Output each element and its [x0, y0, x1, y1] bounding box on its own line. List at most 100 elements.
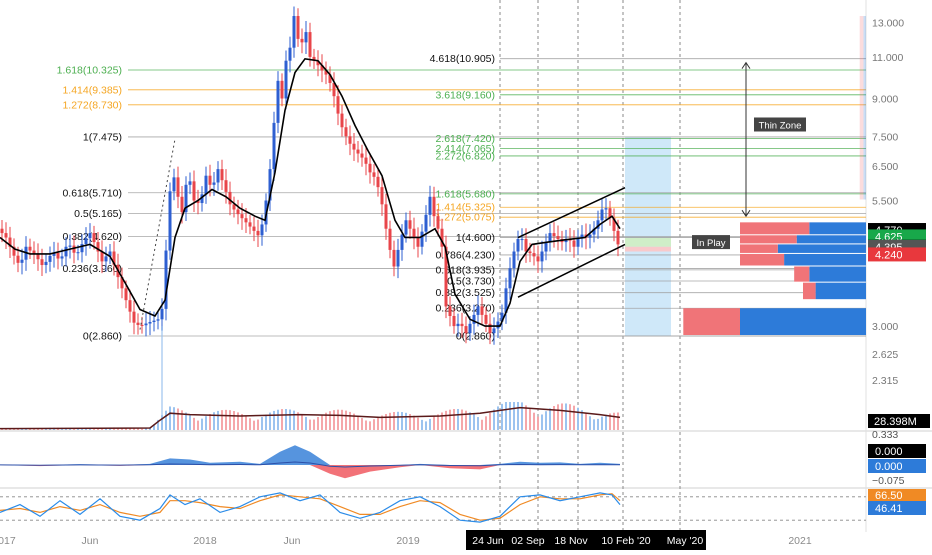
candle-body [176, 177, 180, 197]
candle-body [168, 191, 172, 251]
candle-body [200, 194, 204, 204]
candle [544, 233, 548, 261]
candle [256, 219, 260, 248]
volume-bar [605, 414, 607, 430]
volume-bar [373, 419, 375, 430]
volume-bar [457, 408, 459, 430]
candle [492, 317, 496, 345]
candle-body [76, 252, 80, 254]
candle-body [232, 204, 236, 210]
candle-body [88, 233, 92, 239]
candle [40, 248, 44, 277]
candle [72, 235, 76, 264]
volume-bar [581, 410, 583, 430]
candle [456, 313, 460, 337]
volume-bar [393, 412, 395, 430]
candle [236, 199, 240, 225]
volume-bar [465, 410, 467, 430]
candle-body [268, 169, 272, 201]
candle-body [576, 237, 580, 247]
candle-body [408, 220, 412, 229]
candle-body [172, 177, 176, 192]
stoch-k-badge [868, 501, 926, 515]
candle-body [524, 239, 528, 252]
volume-bar [289, 409, 291, 430]
candle [292, 6, 296, 58]
candle [440, 218, 444, 258]
candle-body [156, 319, 160, 321]
candle-body [64, 246, 68, 257]
volume-bar [37, 428, 39, 430]
volume-bar [245, 416, 247, 430]
candle [288, 36, 292, 73]
fib-level-label: 1.618(10.325) [57, 65, 122, 77]
volume-profile-buy [809, 266, 866, 282]
candle-body [528, 251, 532, 254]
volume-bar [25, 428, 27, 430]
candle-body [244, 218, 248, 223]
candle [448, 296, 452, 327]
time-highlight-label: 24 Jun [472, 535, 504, 547]
candle-body [616, 230, 620, 245]
volume-profile-sell [803, 282, 816, 300]
volume-bar [365, 420, 367, 430]
candle [416, 227, 420, 258]
candle-body [152, 320, 156, 322]
volume-bar [141, 428, 143, 430]
volume-bar [209, 414, 211, 430]
volume-bar [165, 410, 167, 430]
volume-bar [369, 421, 371, 430]
volume-bar [425, 421, 427, 430]
volume-bar [593, 419, 595, 430]
volume-bar [205, 416, 207, 430]
candle [580, 225, 584, 248]
volume-bar [497, 406, 499, 430]
candle-body [540, 251, 544, 262]
candle-body [564, 239, 568, 243]
candle-body [520, 239, 524, 241]
price-axis-tick: 9.000 [872, 93, 898, 105]
macd-positive-area [0, 445, 620, 465]
volume-bar [505, 402, 507, 430]
volume-bar [241, 414, 243, 430]
volume-bar [557, 404, 559, 430]
candle-body [544, 242, 548, 252]
candle [324, 61, 328, 85]
candle [532, 244, 536, 266]
volume-bar [609, 413, 611, 430]
fib-level-label: 0.382(4.620) [62, 231, 122, 243]
volume-bar [357, 415, 359, 430]
candle [92, 225, 96, 250]
volume-bar [413, 415, 415, 430]
volume-bar [21, 428, 23, 430]
candle [80, 234, 84, 263]
price-axis-tick: 5.500 [872, 196, 898, 208]
candle [8, 226, 12, 259]
candle [164, 239, 168, 321]
candle [344, 118, 348, 146]
candle [320, 54, 324, 83]
candle-body [296, 16, 300, 39]
price-badge [868, 247, 926, 262]
candle [312, 48, 316, 70]
candle [364, 146, 368, 176]
candle [508, 257, 512, 300]
macd-signal-badge-text: 0.000 [875, 461, 903, 473]
time-axis-label: 2019 [396, 535, 420, 547]
time-highlight-label: May '20 [667, 535, 704, 547]
candle [552, 222, 556, 248]
candle [16, 246, 20, 273]
candle [276, 71, 280, 134]
candle-body [596, 220, 600, 229]
candle-body [552, 233, 556, 237]
candle [316, 50, 320, 77]
candle-body [604, 208, 608, 210]
volume-bar [97, 428, 99, 430]
volume-bar [469, 412, 471, 430]
candle-body [440, 228, 444, 247]
arrow-head-down [741, 209, 751, 218]
candle-body [208, 175, 212, 185]
candle-body [356, 149, 360, 154]
volume-bar [277, 409, 279, 430]
volume-bar [181, 410, 183, 430]
